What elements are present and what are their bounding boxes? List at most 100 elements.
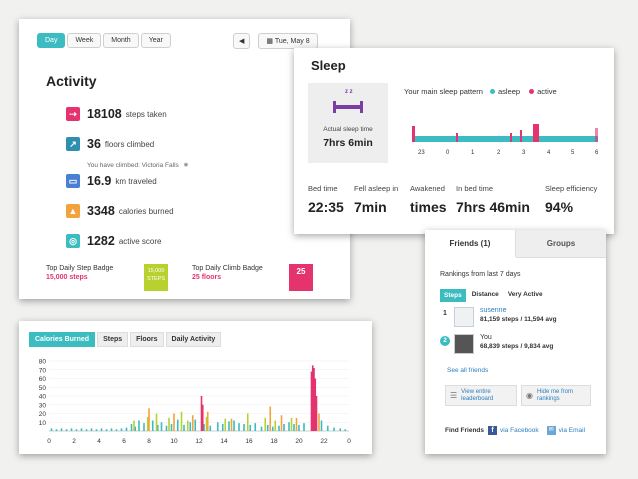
sleep-timeline — [412, 124, 604, 151]
period-week-button[interactable]: Week — [67, 33, 102, 48]
step-badge: Top Daily Step Badge 15,000 steps — [46, 265, 113, 281]
bar — [246, 413, 249, 431]
bar — [264, 417, 267, 431]
bar — [55, 429, 58, 431]
sleep-stat-awakened: Awakened times — [410, 184, 447, 215]
bar — [65, 429, 68, 431]
step-badge-icon: 15,000 STEPS — [144, 264, 168, 291]
period-month-button[interactable]: Month — [103, 33, 139, 48]
tab-steps[interactable]: Steps — [97, 332, 129, 347]
x-tick-label: 14 — [220, 438, 228, 445]
tab-calories-burned[interactable]: Calories Burned — [29, 332, 96, 347]
hour-tick-label: 23 — [418, 150, 425, 156]
hour-tick-label: 4 — [547, 150, 551, 156]
email-icon: ✉ — [546, 426, 556, 435]
asleep-dot — [489, 89, 495, 94]
hide-from-rankings-button[interactable]: ◉ Hide me from rankings — [521, 385, 591, 406]
sleep-hours-axis: 23 0 1 2 3 4 5 6 — [412, 150, 612, 160]
sleep-active-mark — [412, 126, 415, 142]
sleep-active-mark — [510, 133, 512, 142]
score-unit: active score — [118, 236, 162, 246]
y-tick-label: 50 — [39, 385, 47, 392]
climb-badge-value: 25 floors — [192, 274, 222, 281]
groups-tab-label: Groups — [546, 239, 576, 248]
bar — [180, 411, 183, 431]
bar — [90, 428, 93, 431]
efficiency-value: 94% — [545, 199, 574, 215]
sleep-active-mark — [520, 130, 522, 142]
calendar-icon: ▦ — [266, 38, 275, 45]
via-facebook-link[interactable]: via Facebook — [500, 427, 539, 434]
filter-very-active[interactable]: Very Active — [504, 289, 546, 302]
bar — [85, 429, 88, 431]
awakened-label: Awakened — [410, 184, 445, 193]
sleep-active-mark — [533, 124, 539, 142]
steps-stat: ⇢ 18108 steps taken — [66, 105, 167, 123]
filter-steps[interactable]: Steps — [440, 289, 466, 302]
avatar — [454, 334, 474, 354]
friend-name: You — [480, 334, 492, 341]
bar — [133, 420, 135, 431]
sleep-card: Sleep z z Actual sleep time 7hrs 6min Yo… — [294, 48, 614, 234]
awakened-value: times — [410, 199, 447, 215]
x-tick-label: 22 — [320, 438, 328, 445]
bar — [271, 426, 274, 431]
date-nav: ◀ ▦ Tue, May 8 — [233, 33, 318, 49]
distance-icon: ▭ — [66, 174, 80, 188]
y-tick-label: 40 — [39, 394, 47, 401]
bed-time-value: 22:35 — [308, 199, 344, 215]
y-tick-label: 80 — [39, 359, 47, 366]
bar — [186, 420, 189, 431]
bar — [216, 422, 219, 431]
period-year-button[interactable]: Year — [140, 33, 171, 48]
bar — [280, 415, 283, 431]
friends-tab-label: Friends (1) — [449, 239, 491, 248]
ranking-entry[interactable]: 2 You 68,839 steps / 9,834 avg — [440, 334, 600, 358]
via-email-link[interactable]: via Email — [558, 427, 586, 434]
bar — [269, 406, 272, 431]
bar — [274, 420, 277, 431]
bar — [318, 413, 320, 431]
groups-tab[interactable]: Groups — [516, 230, 606, 258]
x-tick-label: 4 — [97, 438, 101, 445]
bar — [333, 427, 335, 431]
sleep-stat-fell-asleep: Fell asleep in 7min — [354, 184, 398, 215]
steps-unit: steps taken — [125, 109, 167, 119]
filter-distance[interactable]: Distance — [468, 289, 502, 302]
ranking-filters: Steps Distance Very Active — [440, 289, 546, 302]
tab-daily-activity[interactable]: Daily Activity — [165, 332, 222, 347]
bar — [298, 424, 300, 431]
distance-value: 16.9 — [87, 174, 112, 188]
bar — [310, 371, 313, 431]
bar — [191, 415, 194, 431]
friends-card: Friends (1) Groups Rankings from last 7 … — [425, 230, 606, 454]
climb-badge-icon: 25 — [289, 264, 313, 291]
friends-tab[interactable]: Friends (1) — [425, 230, 516, 257]
ranking-entry[interactable]: 1 susenne 81,159 steps / 11,594 avg — [440, 307, 600, 331]
score-stat: ◎ 1282 active score — [66, 232, 162, 250]
x-tick-label: 12 — [195, 438, 203, 445]
bar — [266, 424, 269, 431]
sleep-pattern-header: Your main sleep pattern asleep active — [404, 87, 557, 96]
bed-icon-z: z z — [345, 89, 353, 95]
bar — [165, 425, 168, 431]
period-selector: Day Week Month Year — [37, 33, 171, 48]
bar — [176, 419, 179, 431]
bar — [115, 429, 118, 431]
date-picker[interactable]: ▦ Tue, May 8 — [258, 33, 318, 49]
floors-note-text: You have climbed: Victoria Falls — [87, 162, 179, 169]
prev-day-button[interactable]: ◀ — [233, 33, 251, 49]
bar — [151, 420, 154, 431]
info-icon[interactable]: ✸ — [183, 162, 189, 169]
period-day-button[interactable]: Day — [37, 33, 66, 48]
see-all-friends-link[interactable]: See all friends — [447, 367, 489, 374]
calories-value: 3348 — [87, 204, 115, 218]
tab-floors[interactable]: Floors — [130, 332, 164, 347]
friend-stats: 81,159 steps / 11,594 avg — [480, 316, 557, 323]
step-badge-value: 15,000 steps — [46, 274, 88, 281]
bar — [201, 404, 204, 431]
y-tick-label: 60 — [39, 376, 47, 383]
friend-name[interactable]: susenne — [480, 307, 507, 314]
bar — [228, 421, 230, 431]
view-leaderboard-button[interactable]: ☰ View entire leaderboard — [445, 385, 517, 406]
